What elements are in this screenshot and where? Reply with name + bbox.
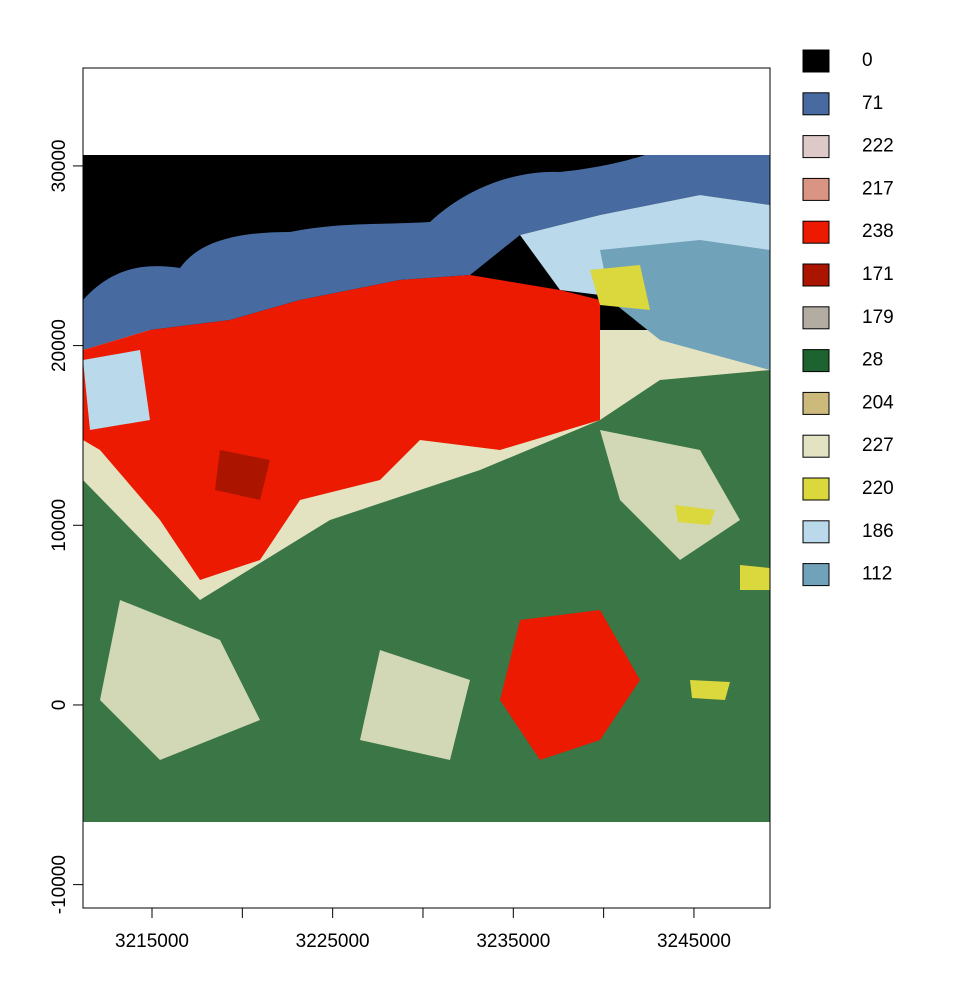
y-tick-label: 0: [49, 700, 70, 711]
grassland-patches: [100, 430, 740, 760]
x-tick-label: 3245000: [657, 931, 731, 952]
legend-label: 204: [862, 392, 894, 413]
legend-label: 179: [862, 307, 894, 328]
legend-swatch: [802, 563, 830, 587]
dense-urban-patch: [215, 450, 270, 500]
legend-swatch: [802, 177, 830, 201]
legend-label: 186: [862, 521, 894, 542]
legend-label: 217: [862, 178, 894, 199]
sea: [83, 155, 770, 350]
wetland-area: [600, 240, 770, 370]
legend-label: 220: [862, 478, 894, 499]
urban-area-south: [500, 610, 640, 760]
legend-swatch: [802, 263, 830, 287]
coastal-area: [83, 350, 150, 430]
legend-swatch: [802, 520, 830, 544]
legend-swatch: [802, 434, 830, 458]
x-tick-label: 3225000: [296, 931, 370, 952]
legend-label: 171: [862, 264, 894, 285]
urban-area: [83, 275, 600, 580]
plot-frame: [82, 67, 771, 909]
raster: [83, 155, 770, 822]
legend-swatch: [802, 306, 830, 330]
legend-label: 227: [862, 435, 894, 456]
legend-swatch: [802, 349, 830, 373]
y-tick-label: 10000: [49, 499, 70, 552]
legend-label: 71: [862, 93, 883, 114]
legend-label: 112: [862, 564, 892, 585]
legend-swatch: [802, 220, 830, 244]
legend-swatch: [802, 135, 830, 159]
legend-label: 28: [862, 350, 883, 371]
x-tick-label: 3235000: [476, 931, 550, 952]
x-tick-label: 3215000: [115, 931, 189, 952]
y-tick-label: 30000: [49, 140, 70, 193]
legend-swatch: [802, 49, 830, 73]
legend-label: 0: [862, 50, 873, 71]
y-tick-label: 20000: [49, 319, 70, 372]
legend-label: 222: [862, 136, 894, 157]
y-tick-label: -10000: [49, 855, 70, 914]
legend-swatch: [802, 477, 830, 501]
legend-swatch: [802, 391, 830, 415]
legend-swatch: [802, 92, 830, 116]
legend-label: 238: [862, 221, 894, 242]
